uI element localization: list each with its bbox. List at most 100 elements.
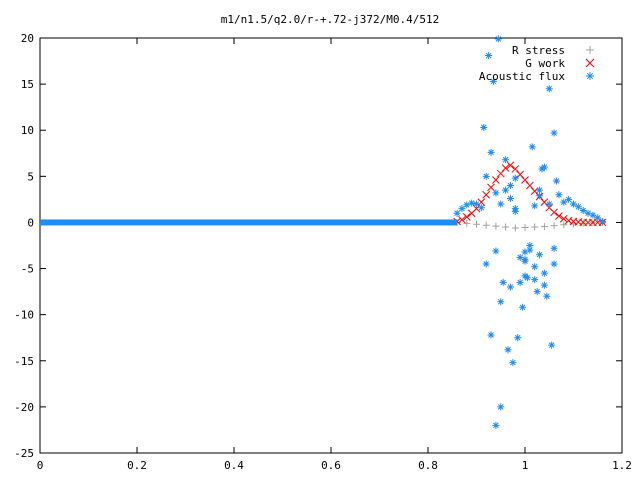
r-stress-point: [550, 222, 558, 230]
x-tick-label: 0.6: [321, 459, 341, 472]
acoustic-flux-point: [492, 189, 500, 197]
r-stress-point: [560, 221, 568, 229]
r-stress-point: [473, 220, 480, 228]
r-stress-point: [511, 224, 519, 232]
acoustic-flux-point: [528, 143, 536, 151]
acoustic-flux-point: [519, 303, 527, 311]
g-work-point: [487, 183, 495, 192]
acoustic-flux-point: [453, 209, 461, 217]
acoustic-flux-point: [514, 334, 522, 342]
g-work-point: [564, 216, 573, 225]
r-stress-point: [502, 223, 510, 231]
acoustic-flux-point: [504, 346, 512, 354]
y-tick-label: 20: [21, 32, 34, 45]
x-tick-label: 1: [522, 459, 529, 472]
y-axis: 20 15 10 5 0 -5 -10 -15 -20 -25: [14, 32, 622, 460]
chart-title: m1/n1.5/q2.0/r-+.72-j372/M0.4/512: [221, 13, 440, 26]
acoustic-flux-point: [536, 251, 544, 259]
acoustic-flux-point: [473, 200, 480, 208]
acoustic-flux-point: [531, 276, 539, 284]
acoustic-flux-point: [550, 260, 558, 268]
acoustic-flux-point: [521, 248, 529, 256]
acoustic-flux-point: [487, 331, 495, 339]
acoustic-flux-point: [533, 288, 541, 296]
g-work-point: [506, 161, 515, 170]
acoustic-flux-point: [477, 204, 485, 212]
acoustic-flux-point: [489, 77, 497, 85]
x-tick-label: 0: [37, 459, 44, 472]
r-stress-point: [579, 219, 587, 227]
g-work-point: [482, 190, 491, 199]
acoustic-flux-point: [511, 174, 519, 182]
g-work-point: [458, 215, 466, 224]
acoustic-flux-point: [540, 163, 548, 171]
acoustic-flux-point: [579, 206, 587, 214]
g-work-point: [462, 213, 471, 221]
r-stress-point: [482, 221, 490, 229]
r-stress-point: [586, 46, 594, 54]
acoustic-flux-point: [482, 172, 490, 180]
x-tick-label: 0.4: [224, 459, 244, 472]
legend-marker: [586, 72, 594, 80]
y-tick-label: -20: [14, 401, 34, 414]
y-tick-label: -10: [14, 309, 34, 322]
acoustic-flux-point: [485, 52, 493, 60]
acoustic-flux-point: [502, 156, 510, 164]
acoustic-flux-point: [584, 209, 592, 217]
r-stress-point: [521, 224, 529, 232]
g-work-point: [501, 164, 510, 172]
acoustic-flux-point: [509, 359, 517, 367]
acoustic-flux-point: [516, 278, 524, 286]
y-tick-label: 5: [27, 170, 34, 183]
acoustic-flux-point: [560, 198, 568, 206]
acoustic-flux-point: [511, 205, 519, 213]
acoustic-flux-point: [565, 195, 573, 203]
acoustic-flux-point: [487, 148, 495, 156]
acoustic-flux-point: [497, 298, 505, 306]
acoustic-flux-point: [497, 200, 505, 208]
g-work-point: [492, 176, 500, 184]
acoustic-flux-point: [594, 214, 602, 222]
acoustic-flux-point: [550, 244, 558, 252]
acoustic-flux-point: [521, 272, 529, 280]
r-stress-point: [492, 222, 500, 230]
g-work-point: [550, 208, 558, 217]
acoustic-flux-point: [574, 203, 582, 211]
acoustic-flux-point: [540, 281, 548, 289]
g-work-series: [453, 161, 607, 227]
acoustic-flux-point: [550, 129, 558, 137]
acoustic-flux-baseline-band: [40, 219, 458, 226]
acoustic-flux-point: [506, 194, 514, 202]
data-marks: [40, 35, 607, 429]
acoustic-flux-point: [531, 263, 539, 271]
acoustic-flux-point: [482, 260, 490, 268]
acoustic-flux-point: [499, 278, 507, 286]
acoustic-flux-point: [492, 421, 500, 429]
y-tick-label: -5: [21, 263, 34, 276]
acoustic-flux-point: [492, 247, 500, 255]
acoustic-flux-point: [497, 403, 505, 411]
g-work-point: [585, 58, 595, 68]
y-tick-label: -15: [14, 355, 34, 368]
legend-label: G work: [525, 57, 565, 70]
y-tick-label: 0: [27, 216, 34, 229]
acoustic-flux-point: [548, 341, 556, 349]
legend-label: R stress: [512, 44, 565, 57]
acoustic-flux-point: [526, 246, 534, 254]
x-tick-label: 0.8: [418, 459, 438, 472]
r-stress-point: [463, 219, 471, 227]
acoustic-flux-point: [536, 192, 544, 200]
acoustic-flux-point: [480, 123, 488, 131]
acoustic-flux-point: [531, 202, 539, 210]
r-stress-point: [540, 223, 548, 231]
x-axis: 0 0.2 0.4 0.6 0.8 1 1.2: [37, 38, 632, 472]
r-stress-series: [453, 218, 607, 232]
plot-area-frame: [39, 37, 623, 454]
acoustic-flux-point: [553, 177, 561, 185]
y-tick-label: -25: [14, 447, 34, 460]
acoustic-flux-point: [468, 199, 476, 207]
acoustic-flux-point: [543, 292, 551, 300]
r-stress-point: [531, 223, 539, 231]
